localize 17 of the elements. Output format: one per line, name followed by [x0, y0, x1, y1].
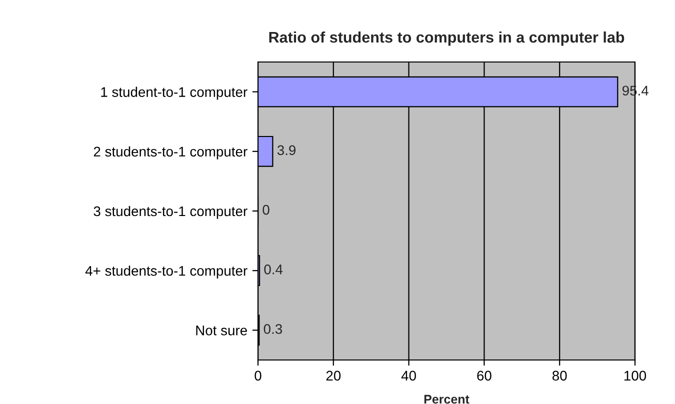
x-tick-label: 40	[401, 370, 416, 381]
x-tick-label: 20	[326, 370, 341, 381]
chart-title: Ratio of students to computers in a computer lab	[269, 31, 624, 46]
y-tick-label: 1 student-to-1 computer	[101, 86, 248, 100]
y-tick-label: 3 students-to-1 computer	[94, 206, 248, 219]
x-tick-label: 80	[552, 370, 567, 381]
data-label: 3.9	[277, 145, 296, 156]
x-tick-label: 0	[254, 370, 262, 381]
y-tick-label: 2 students-to-1 computer	[94, 146, 248, 160]
x-tick-label: 60	[477, 370, 492, 381]
data-label: 0	[262, 204, 270, 215]
y-tick-label: Not sure	[196, 326, 247, 336]
y-tick-label: 4+ students-to-1 computer	[85, 266, 248, 279]
data-label: 0.3	[264, 324, 282, 334]
data-label: 0.4	[264, 264, 283, 274]
x-tick-label: 100	[624, 370, 646, 381]
x-axis-title: Percent	[424, 394, 470, 404]
